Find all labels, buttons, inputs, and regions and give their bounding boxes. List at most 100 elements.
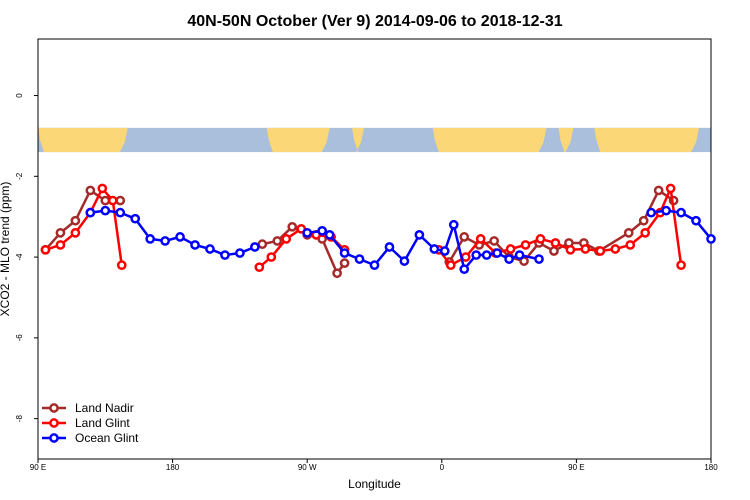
y-tick-label: -2 (15, 172, 24, 180)
legend-label: Ocean Glint (75, 431, 139, 445)
data-point (505, 244, 516, 254)
data-point (317, 225, 328, 236)
data-point (107, 195, 118, 206)
data-point (100, 205, 111, 216)
data-point (115, 207, 126, 218)
data-point (414, 230, 425, 240)
data-point (595, 246, 606, 256)
data-point (354, 254, 365, 264)
data-point (332, 268, 342, 279)
data-point (145, 234, 156, 244)
data-point (339, 258, 350, 268)
data-point (534, 254, 544, 264)
data-point (439, 246, 450, 256)
data-point (55, 240, 66, 250)
data-point (85, 207, 96, 218)
y-tick-label: -6 (15, 334, 24, 342)
data-point (691, 215, 701, 226)
legend-label: Land Nadir (75, 401, 134, 415)
data-point (324, 230, 335, 240)
data-point (70, 215, 81, 226)
data-point (580, 244, 591, 254)
data-point (676, 260, 686, 271)
data-point (369, 260, 380, 271)
data-point (481, 250, 492, 260)
data-point (130, 213, 141, 224)
data-point (100, 195, 111, 206)
x-tick-label: 90 E (30, 463, 46, 472)
data-point (519, 256, 529, 266)
series-layer (40, 183, 716, 279)
data-point (489, 236, 499, 246)
x-axis: 90 E 180 90 W 0 90 E 180 (30, 459, 718, 472)
data-point (640, 227, 651, 238)
plot-frame (37, 38, 712, 460)
map-land (38, 127, 128, 153)
y-tick-label: 0 (15, 93, 24, 98)
data-point (257, 239, 268, 250)
data-point (116, 260, 127, 271)
data-point (115, 195, 126, 206)
data-point (175, 232, 185, 242)
data-point (623, 227, 634, 238)
data-point (205, 244, 215, 254)
x-tick-label: 180 (704, 463, 718, 472)
x-axis-label: Longitude (348, 477, 401, 491)
data-point (625, 240, 636, 250)
data-point (85, 185, 96, 196)
data-point (302, 227, 313, 238)
data-point (514, 250, 525, 260)
world-map-band (38, 127, 711, 153)
data-point (520, 240, 531, 250)
map-land (99, 127, 109, 153)
data-point (459, 232, 470, 242)
data-point (272, 236, 283, 246)
legend-marker (49, 418, 59, 428)
data-point (661, 205, 671, 216)
data-point (471, 250, 482, 260)
data-point (475, 234, 486, 244)
data-point (448, 219, 459, 230)
data-point (646, 207, 657, 218)
data-point (287, 221, 298, 232)
map-land (594, 127, 700, 153)
x-tick-label: 0 (440, 463, 445, 472)
legend-label: Land Glint (75, 416, 130, 430)
series-line (448, 189, 675, 263)
series-ocean-glint (85, 205, 716, 275)
y-axis: 0 -2 -4 -6 -8 (15, 93, 38, 422)
y-tick-label: -8 (15, 415, 24, 423)
data-point (549, 246, 559, 256)
y-axis-label: XCO2 - MLO trend (ppm) (0, 182, 12, 317)
x-tick-label: 180 (166, 463, 180, 472)
map-land (432, 127, 547, 153)
data-point (40, 244, 51, 255)
data-point (266, 252, 277, 262)
data-point (535, 234, 546, 244)
data-point (97, 183, 108, 194)
data-point (665, 183, 676, 194)
data-point (160, 236, 170, 246)
data-point (459, 264, 470, 275)
data-point (445, 260, 456, 271)
data-point (429, 244, 440, 254)
x-tick-label: 90 W (298, 463, 317, 472)
data-point (281, 234, 292, 244)
chart-title: 40N-50N October (Ver 9) 2014-09-06 to 20… (187, 13, 562, 30)
data-point (638, 215, 649, 226)
data-point (565, 244, 576, 255)
data-point (250, 242, 260, 252)
data-point (190, 240, 200, 250)
data-point (339, 248, 350, 258)
data-point (235, 248, 245, 258)
data-point (55, 227, 66, 238)
legend-marker (49, 433, 59, 443)
data-point (492, 248, 502, 258)
data-point (504, 254, 514, 264)
data-point (220, 250, 230, 260)
map-land (352, 127, 365, 153)
data-point (550, 238, 561, 248)
x-tick-label: 90 E (568, 463, 584, 472)
